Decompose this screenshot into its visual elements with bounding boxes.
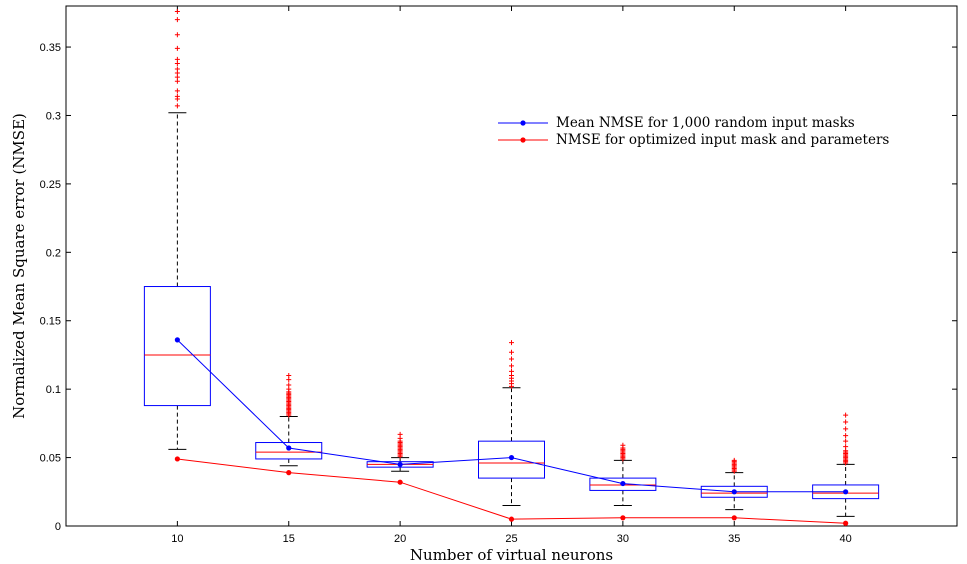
series-point-0 — [174, 337, 180, 343]
legend-label-0: Mean NMSE for 1,000 random input masks — [556, 115, 855, 131]
x-tick-label: 20 — [394, 533, 406, 545]
outlier-marker — [509, 349, 514, 355]
x-tick-label: 25 — [505, 533, 517, 545]
legend: Mean NMSE for 1,000 random input masksNM… — [498, 115, 889, 148]
outlier-marker — [843, 419, 849, 425]
outlier-marker — [620, 442, 626, 448]
box-20 — [366, 431, 434, 472]
series-point-1 — [843, 520, 849, 526]
series-point-1 — [620, 515, 626, 521]
series-point-0 — [508, 454, 515, 461]
plot-area: 0 0.05 0.1 0.15 0.2 0.25 0.3 0.35 10 15 20 25 30 35 40 — [40, 5, 958, 545]
outlier-marker — [509, 363, 514, 369]
axes-frame — [65, 5, 958, 527]
series-point-0 — [731, 489, 737, 495]
box-30 — [589, 442, 657, 506]
x-tick-label: 10 — [171, 533, 183, 545]
series-point-0 — [620, 480, 626, 487]
legend-marker-1 — [520, 137, 526, 143]
outlier-marker — [509, 340, 514, 346]
series-point-0 — [843, 489, 849, 495]
series-point-1 — [731, 515, 737, 521]
y-tick-label: 0.05 — [40, 453, 61, 465]
series-point-1 — [174, 456, 180, 462]
outlier-marker — [174, 32, 180, 38]
series-point-1 — [508, 516, 515, 522]
box-35 — [700, 457, 768, 511]
outlier-marker — [286, 372, 292, 378]
outlier-marker — [843, 412, 849, 418]
outlier-marker — [843, 444, 849, 450]
outlier-marker — [174, 88, 180, 94]
outlier-marker — [174, 103, 180, 109]
series-line-1 — [177, 458, 846, 524]
series-point-0 — [397, 461, 403, 468]
box-15 — [255, 372, 323, 467]
outlier-marker — [731, 457, 737, 463]
y-tick-label: 0.15 — [40, 316, 61, 328]
outlier-marker — [174, 8, 180, 14]
outlier-marker — [843, 433, 849, 439]
legend-label-1: NMSE for optimized input mask and parame… — [556, 132, 889, 148]
outlier-marker — [397, 431, 403, 437]
series-point-1 — [286, 470, 292, 476]
y-tick-label: 0.1 — [46, 384, 61, 396]
series-line-0 — [177, 339, 846, 493]
outlier-marker — [174, 56, 180, 62]
y-tick-label: 0 — [55, 521, 61, 533]
y-tick-label: 0.25 — [40, 179, 61, 191]
series-point-1 — [397, 479, 403, 485]
box-25 — [478, 340, 545, 506]
y-tick-label: 0.3 — [46, 110, 61, 122]
outlier-marker — [509, 368, 514, 374]
x-tick-label: 15 — [283, 533, 295, 545]
y-tick-label: 0.35 — [40, 42, 61, 54]
outlier-marker — [286, 382, 292, 388]
outlier-marker — [174, 66, 180, 72]
box-iqr — [589, 477, 657, 491]
x-tick-label: 35 — [728, 533, 740, 545]
outlier-marker — [843, 438, 849, 444]
box-iqr — [143, 286, 211, 407]
x-tick-label: 40 — [840, 533, 852, 545]
y-axis-label: Normalized Mean Square error (NMSE) — [10, 113, 28, 419]
outlier-marker — [843, 426, 849, 432]
box-iqr — [255, 442, 323, 460]
x-tick-label: 30 — [617, 533, 629, 545]
outlier-marker — [509, 356, 514, 362]
outlier-marker — [174, 45, 180, 51]
box-40 — [812, 412, 880, 517]
outlier-marker — [174, 93, 180, 99]
legend-marker-0 — [520, 120, 526, 126]
series-point-0 — [286, 445, 292, 451]
box-10 — [143, 8, 211, 450]
y-tick-label: 0.2 — [46, 247, 61, 259]
outlier-marker — [174, 17, 180, 23]
x-axis-label: Number of virtual neurons — [410, 546, 613, 564]
